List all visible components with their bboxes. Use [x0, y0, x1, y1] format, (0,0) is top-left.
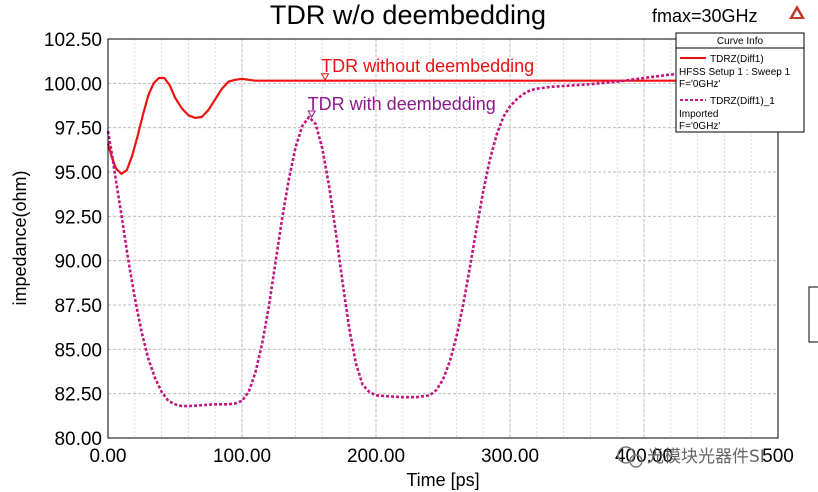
- x-axis-label: Time [ps]: [406, 470, 479, 490]
- legend-entry-1-line-1: HFSS Setup 1 : Sweep 1: [679, 67, 791, 78]
- legend-entry-2[interactable]: TDRZ(Diff1)_1 Imported F='0GHz': [679, 96, 775, 132]
- legend-entry-1-name: TDRZ(Diff1): [710, 54, 764, 65]
- side-panel-fragment: [808, 286, 818, 343]
- y-tick-label: 80.00: [54, 429, 102, 450]
- legend-entry-1[interactable]: TDRZ(Diff1) HFSS Setup 1 : Sweep 1 F='0G…: [679, 54, 791, 90]
- chart-title: TDR w/o deembedding: [270, 0, 546, 30]
- y-tick-label: 100.00: [44, 74, 102, 95]
- x-tick-label: 500: [762, 446, 794, 467]
- legend-entry-2-line-2: F='0GHz': [679, 121, 720, 132]
- legend-entry-2-line-1: Imported: [679, 109, 718, 120]
- x-tick-label: 100.00: [213, 446, 271, 467]
- plot-frame: [107, 38, 779, 439]
- y-tick-label: 82.50: [54, 385, 102, 406]
- series-line-2: [106, 67, 779, 408]
- x-tick-label: 0.00: [90, 446, 127, 467]
- y-tick-label: 85.00: [54, 340, 102, 361]
- annotations: TDR without deembedding TDR with deembedd…: [307, 56, 534, 119]
- y-tick-label: 92.50: [54, 207, 102, 228]
- ansys-logo-icon: [789, 5, 805, 19]
- annotation-label: TDR without deembedding: [321, 56, 534, 76]
- x-tick-label: 200.00: [347, 446, 405, 467]
- watermark-text: 光模块光器件SI: [647, 447, 765, 467]
- series-layer: [106, 67, 779, 408]
- y-tick-label: 95.00: [54, 163, 102, 184]
- y-ticks: 102.50 100.00 97.50 95.00 92.50 90.00 87.50 85.…: [44, 30, 102, 450]
- y-tick-label: 102.50: [44, 30, 102, 51]
- marker-triangle-icon: [307, 110, 317, 119]
- y-tick-label: 97.50: [54, 119, 102, 140]
- y-tick-label: 90.00: [54, 252, 102, 273]
- legend-box: [675, 32, 805, 133]
- series-line-1: [106, 76, 778, 175]
- legend-entry-2-name: TDRZ(Diff1)_1: [710, 96, 775, 107]
- legend[interactable]: Curve Info TDRZ(Diff1) HFSS Setup 1 : Sw…: [675, 32, 805, 133]
- y-axis-label: impedance(ohm): [10, 170, 30, 305]
- legend-entry-1-line-2: F='0GHz': [679, 79, 720, 90]
- watermark: 光模块光器件SI: [617, 446, 765, 468]
- wechat-icon: [617, 446, 643, 468]
- chart-subtitle: fmax=30GHz: [652, 6, 758, 26]
- annotation-label: TDR with deembedding: [308, 94, 496, 114]
- marker-triangle-icon: [320, 73, 330, 81]
- y-tick-label: 87.50: [54, 296, 102, 317]
- x-tick-label: 300.00: [481, 446, 539, 467]
- x-ticks: 0.00 100.00 200.00 300.00 400.00 500: [90, 446, 794, 467]
- legend-title: Curve Info: [717, 36, 764, 47]
